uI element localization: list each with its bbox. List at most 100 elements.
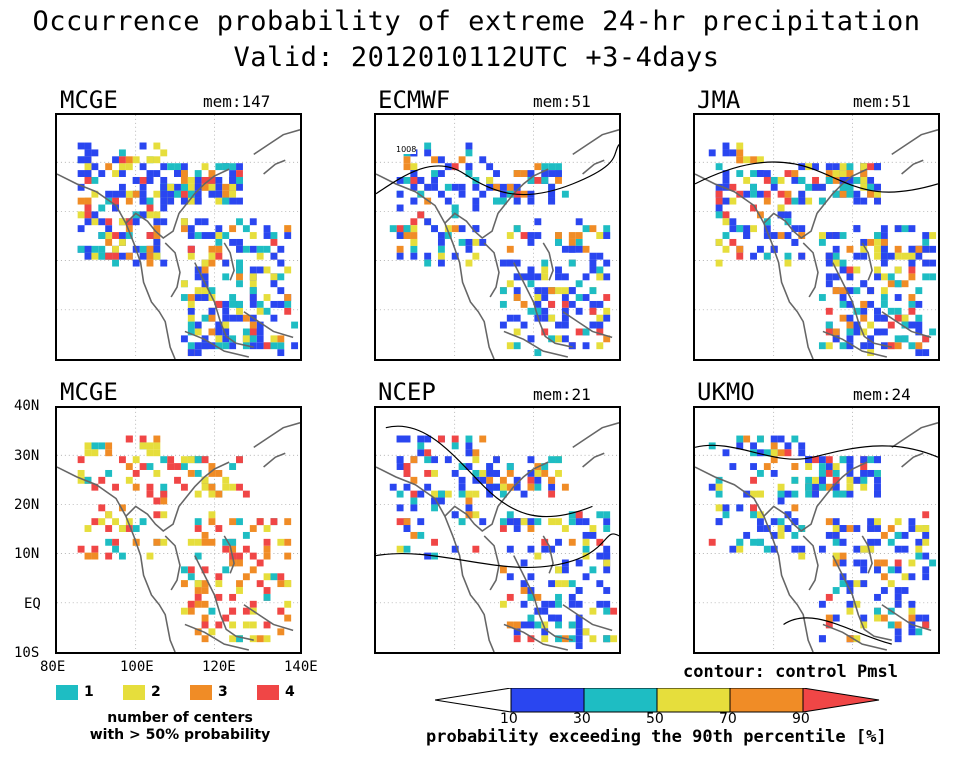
precip-cell bbox=[908, 307, 916, 315]
precip-cell bbox=[437, 259, 445, 267]
precip-cell bbox=[729, 218, 737, 226]
precip-cell bbox=[112, 156, 119, 164]
precip-cell bbox=[417, 176, 425, 184]
precip-cell bbox=[431, 538, 438, 546]
precip-cell bbox=[589, 259, 597, 267]
panel-label-ncep: NCEP bbox=[378, 378, 436, 406]
precip-cell bbox=[236, 580, 243, 588]
precip-cell bbox=[263, 225, 271, 233]
precip-cell bbox=[236, 314, 243, 322]
precip-cell bbox=[575, 614, 583, 622]
precip-cell bbox=[839, 552, 847, 560]
precip-cell bbox=[242, 545, 250, 553]
precip-cell bbox=[575, 518, 583, 526]
precip-cell bbox=[146, 204, 154, 212]
precip-cell bbox=[91, 245, 99, 253]
precip-cell bbox=[908, 600, 916, 608]
precip-cell bbox=[242, 490, 250, 498]
precip-cell bbox=[236, 559, 243, 567]
precip-cell bbox=[839, 490, 847, 498]
precip-cell bbox=[132, 190, 140, 198]
precip-cell bbox=[929, 245, 937, 253]
precip-cell bbox=[160, 497, 168, 505]
precip-cell bbox=[417, 442, 425, 450]
precip-cell bbox=[229, 593, 237, 601]
precip-cell bbox=[187, 307, 195, 315]
precip-cell bbox=[568, 287, 576, 295]
precip-cell bbox=[846, 170, 854, 177]
precip-cell bbox=[222, 342, 230, 350]
precip-cell bbox=[174, 163, 181, 171]
precip-cell bbox=[396, 245, 404, 253]
precip-cell bbox=[77, 245, 85, 253]
precip-cell bbox=[410, 232, 418, 239]
precip-cell bbox=[541, 628, 549, 636]
precip-cell bbox=[750, 183, 757, 191]
precip-cell bbox=[832, 538, 840, 546]
precip-cell bbox=[424, 252, 432, 260]
precip-cell bbox=[263, 552, 271, 560]
precip-cell bbox=[922, 259, 930, 267]
precip-cell bbox=[194, 525, 202, 532]
precip-cell bbox=[437, 245, 445, 253]
precip-cell bbox=[118, 190, 126, 198]
precip-cell bbox=[853, 476, 861, 484]
precip-cell bbox=[167, 183, 175, 191]
precip-cell bbox=[112, 252, 119, 260]
precip-cell bbox=[568, 600, 576, 608]
precip-cell bbox=[589, 525, 597, 532]
precip-cell bbox=[403, 518, 411, 526]
precip-cell bbox=[486, 490, 494, 498]
precip-cell bbox=[853, 525, 861, 532]
precip-cell bbox=[105, 511, 113, 519]
precip-cell bbox=[860, 463, 868, 470]
precip-cell bbox=[853, 307, 861, 315]
precip-cell bbox=[277, 287, 285, 295]
precip-cell bbox=[513, 628, 521, 636]
precip-cell bbox=[582, 628, 590, 636]
precip-cell bbox=[229, 463, 237, 470]
precip-cell bbox=[527, 635, 535, 643]
precip-cell bbox=[750, 504, 757, 512]
precip-cell bbox=[568, 511, 576, 519]
precip-cell bbox=[770, 469, 778, 477]
precip-cell bbox=[84, 552, 92, 560]
precip-cell bbox=[403, 525, 411, 532]
coastline bbox=[832, 555, 892, 641]
precip-cell bbox=[548, 170, 556, 177]
precip-cell bbox=[887, 525, 895, 532]
precip-cell bbox=[922, 525, 930, 532]
precip-cell bbox=[125, 225, 133, 233]
precip-cell bbox=[98, 218, 106, 226]
precip-cell bbox=[887, 280, 895, 288]
precip-cell bbox=[846, 476, 854, 484]
precip-cell bbox=[853, 197, 861, 205]
panel-label-jma: JMA bbox=[697, 86, 741, 114]
precip-cell bbox=[472, 252, 480, 260]
precip-cell bbox=[555, 176, 562, 184]
coastline bbox=[695, 466, 814, 652]
precip-cell bbox=[750, 252, 757, 260]
precip-cell bbox=[215, 573, 223, 581]
precip-cell bbox=[431, 156, 438, 164]
precip-cell bbox=[84, 197, 92, 205]
precip-cell bbox=[513, 197, 521, 205]
precip-cell bbox=[527, 170, 535, 177]
precip-cell bbox=[410, 252, 418, 260]
precip-cell bbox=[763, 176, 771, 184]
precip-cell bbox=[756, 511, 764, 519]
colorbar-segment-high bbox=[802, 688, 880, 713]
precip-cell bbox=[451, 469, 459, 477]
precip-cell bbox=[174, 170, 181, 177]
precip-cell bbox=[603, 545, 611, 553]
precip-cell bbox=[798, 190, 806, 198]
precip-cell bbox=[825, 280, 833, 288]
precip-cell bbox=[499, 197, 507, 205]
precip-cell bbox=[908, 342, 916, 350]
precip-cell bbox=[867, 342, 875, 350]
precip-cell bbox=[256, 252, 264, 260]
precip-cell bbox=[867, 238, 875, 246]
precip-cell bbox=[499, 600, 507, 608]
precip-cell bbox=[277, 273, 285, 281]
precip-cell bbox=[887, 321, 895, 329]
